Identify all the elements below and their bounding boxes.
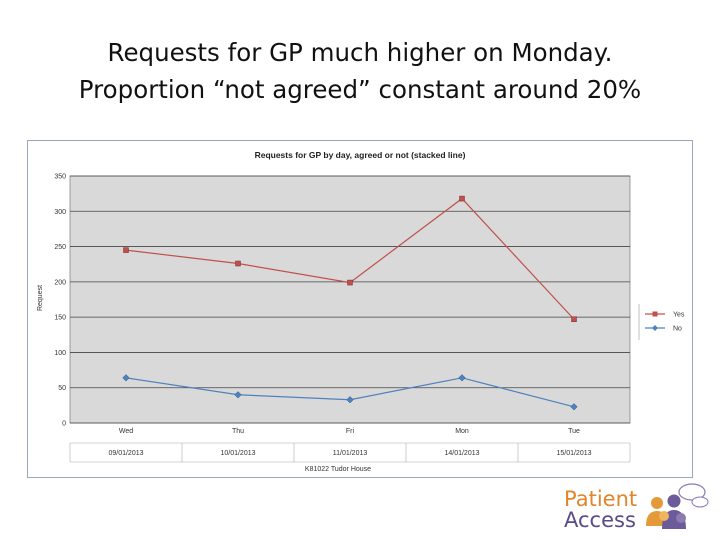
x-tick-label: Tue [568,428,580,435]
y-tick-label: 300 [54,209,66,216]
people-icon [646,483,709,529]
x-date-label: 11/01/2013 [333,450,368,457]
logo-word-access: Access [564,508,636,532]
data-point-yes [347,279,353,286]
data-point-yes [459,195,465,202]
line-chart: Requests for GP by day, agreed or not (s… [37,150,685,473]
data-point-no [346,396,354,404]
legend-marker [652,311,658,317]
x-tick-label: Mon [455,428,469,435]
x-date-label: 15/01/2013 [556,450,591,457]
data-point-yes [123,247,129,253]
data-point-no [458,374,466,382]
plot-area [69,175,631,424]
legend-label: No [673,326,682,333]
data-point-yes [235,260,241,267]
x-axis-label: K81022 Tudor House [305,466,371,473]
y-tick-label: 200 [54,279,66,286]
x-tick-label: Thu [232,428,244,435]
y-tick-label: 150 [54,315,66,322]
chart-frame: Requests for GP by day, agreed or not (s… [27,140,693,478]
data-point-no [570,403,578,411]
y-tick-label: 350 [54,174,66,181]
data-point-yes [571,316,577,323]
legend-marker [652,325,658,331]
chart-title: Requests for GP by day, agreed or not (s… [255,150,466,160]
x-date-label: 09/01/2013 [108,450,143,457]
x-date-label: 14/01/2013 [444,450,479,457]
data-point-no [122,374,130,382]
y-tick-label: 0 [62,421,66,428]
x-tick-label: Fri [346,428,355,435]
y-axis-label: Request [37,285,44,311]
slide-title: Requests for GP much higher on Monday. P… [0,34,720,108]
y-tick-label: 250 [54,244,66,251]
x-date-label: 10/01/2013 [220,450,255,457]
slide-title-line-2: Proportion “not agreed” constant around … [78,75,642,104]
data-point-no [234,391,242,399]
logo-word-patient: Patient [564,487,638,511]
y-tick-label: 100 [54,350,66,357]
legend-label: Yes [673,312,685,319]
y-tick-label: 50 [58,385,66,392]
x-tick-label: Wed [119,428,133,435]
slide-title-line-1: Requests for GP much higher on Monday. [107,38,613,67]
patient-access-logo: Patient Access [562,480,712,534]
